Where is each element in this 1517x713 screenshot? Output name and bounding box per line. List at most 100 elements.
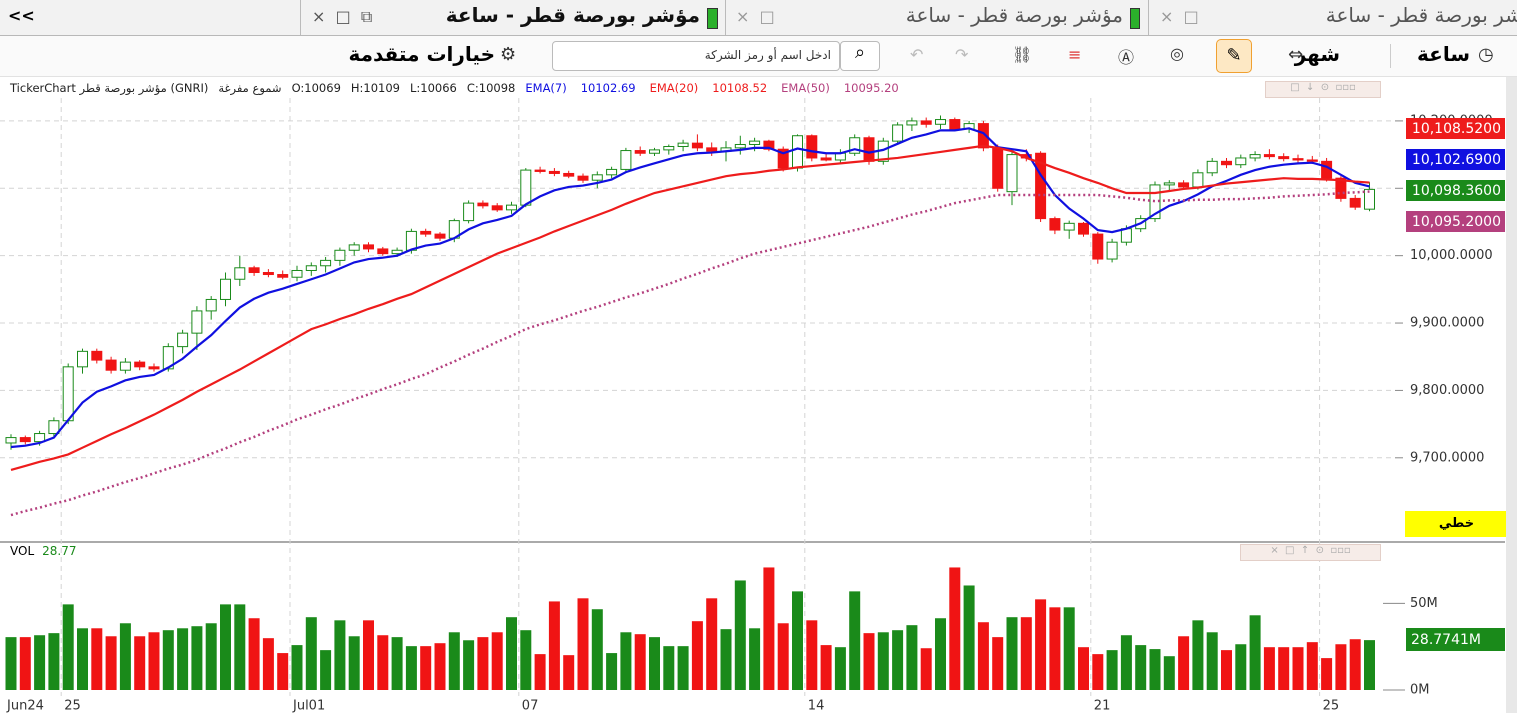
volume-bar xyxy=(477,637,489,690)
volume-bar xyxy=(377,635,389,690)
y-tick-label: 9,800.0000 xyxy=(1410,383,1484,398)
legend-name: EMA(20) xyxy=(649,81,699,95)
x-tick-label: 07 xyxy=(522,699,539,713)
interval-button[interactable]: ساعة xyxy=(1417,42,1470,66)
candle-body xyxy=(491,205,503,211)
volume-bar xyxy=(863,633,875,690)
x-tick-label: 14 xyxy=(808,699,825,713)
candle-body xyxy=(1078,222,1089,235)
draw-button[interactable]: ✎ xyxy=(1216,39,1252,73)
undo-button[interactable]: ↶ xyxy=(910,45,924,64)
candle-body xyxy=(420,230,432,235)
volume-bar xyxy=(220,604,231,690)
scrollbar[interactable] xyxy=(1506,77,1517,713)
pane-controls[interactable]: □ ↓ ⊙ ▫▫▫ xyxy=(1265,81,1381,98)
candle-body xyxy=(19,437,31,443)
volume-bar xyxy=(19,637,31,690)
ema-legend: EMA(7) 10102.69 xyxy=(525,81,635,95)
candle-body xyxy=(1206,160,1218,174)
volume-bar xyxy=(734,580,746,690)
nav-button[interactable]: << xyxy=(8,6,35,25)
volume-bar xyxy=(920,648,932,690)
indicator-button[interactable]: ◎ xyxy=(1170,44,1184,63)
volume-bar xyxy=(949,567,961,690)
volume-bar xyxy=(534,654,546,690)
volume-bar xyxy=(1020,617,1032,690)
candle-body xyxy=(634,150,646,154)
candle-body xyxy=(1364,188,1375,210)
volume-bar xyxy=(1149,649,1161,690)
volume-bar xyxy=(806,620,818,690)
volume-bar xyxy=(448,632,460,690)
tab-title[interactable]: مؤشر بورصة قطر - ساعة xyxy=(445,3,700,27)
period-button[interactable]: شهر xyxy=(1294,42,1340,66)
volume-bar xyxy=(34,635,46,690)
volume-bar xyxy=(691,621,703,690)
candle-body xyxy=(1292,158,1304,161)
candle-body xyxy=(62,366,74,422)
advanced-options[interactable]: خيارات متقدمة xyxy=(348,42,495,66)
info-open: O:10069 xyxy=(291,81,341,95)
candle-body xyxy=(348,244,360,251)
candle-body xyxy=(1063,222,1075,231)
volume-bar xyxy=(1063,607,1075,690)
tab-title[interactable]: مؤشر بورصة قطر - ساعة xyxy=(905,3,1123,27)
tab-icons[interactable]: × □ ⧉ xyxy=(312,7,373,26)
volume-info: VOL 28.77 xyxy=(10,544,77,558)
candle-body xyxy=(777,148,789,169)
y-tick-label: 10,000.0000 xyxy=(1410,248,1493,263)
volume-bar xyxy=(1364,640,1375,690)
candle-body xyxy=(134,361,146,368)
candle-body xyxy=(520,169,532,206)
tab-icons[interactable]: × □ xyxy=(736,7,775,26)
y-tick-label: 9,700.0000 xyxy=(1410,450,1484,465)
volume-bar xyxy=(749,628,761,690)
candle-body xyxy=(691,142,703,149)
volume-bar xyxy=(1049,607,1061,690)
search-placeholder: ادخل اسم أو رمز الشركة xyxy=(704,48,831,62)
candle-body xyxy=(1163,182,1175,186)
volume-bar xyxy=(205,623,217,690)
info-style: شموع مفرغة xyxy=(218,81,282,95)
candle-body xyxy=(1106,241,1118,260)
volume-tag xyxy=(1406,628,1505,651)
pane-controls[interactable]: × □ ↑ ⊙ ▫▫▫ xyxy=(1240,544,1381,561)
candle-body xyxy=(205,298,217,312)
candle-body xyxy=(48,420,60,435)
search-box[interactable]: ادخل اسم أو رمز الشركة xyxy=(552,41,840,71)
auto-button[interactable]: Ⓐ xyxy=(1118,48,1135,67)
candle-body xyxy=(34,433,46,443)
info-high: H:10109 xyxy=(350,81,400,95)
volume-bar xyxy=(577,598,589,690)
legend-name: EMA(7) xyxy=(525,81,567,95)
candle-body xyxy=(77,350,88,368)
info-close: C:10098 xyxy=(466,81,516,95)
separator xyxy=(1148,0,1149,35)
volume-bar xyxy=(620,632,632,690)
lines-button[interactable]: ≡ xyxy=(1068,45,1082,64)
volume-bar xyxy=(134,636,146,690)
candle-body xyxy=(677,142,689,148)
compare-button[interactable]: ⛓ xyxy=(1012,45,1033,64)
volume-bar xyxy=(506,617,517,690)
tab-title[interactable]: مؤشر بورصة قطر - ساعة xyxy=(1325,3,1517,27)
candle-body xyxy=(706,147,718,152)
volume-bar xyxy=(834,647,846,690)
search-button[interactable]: ⌕ xyxy=(840,41,880,71)
volume-bar xyxy=(520,630,532,690)
candle-body xyxy=(234,267,246,280)
gear-icon[interactable]: ⚙ xyxy=(500,44,517,65)
tab-icons[interactable]: × □ xyxy=(1160,7,1199,26)
y-tick-label: 0M xyxy=(1410,683,1430,698)
candle-body xyxy=(792,135,803,169)
candle-body xyxy=(1235,157,1247,166)
legend-value: 10102.69 xyxy=(580,81,636,95)
candle-body xyxy=(1306,159,1318,162)
redo-button[interactable]: ↷ xyxy=(955,45,969,64)
price-tag-label: 10,098.3600 xyxy=(1412,183,1501,199)
volume-bar xyxy=(634,634,646,690)
volume-bar xyxy=(391,637,403,690)
chart-style-button[interactable]: خطي xyxy=(1405,511,1508,537)
volume-bar xyxy=(1078,647,1089,690)
